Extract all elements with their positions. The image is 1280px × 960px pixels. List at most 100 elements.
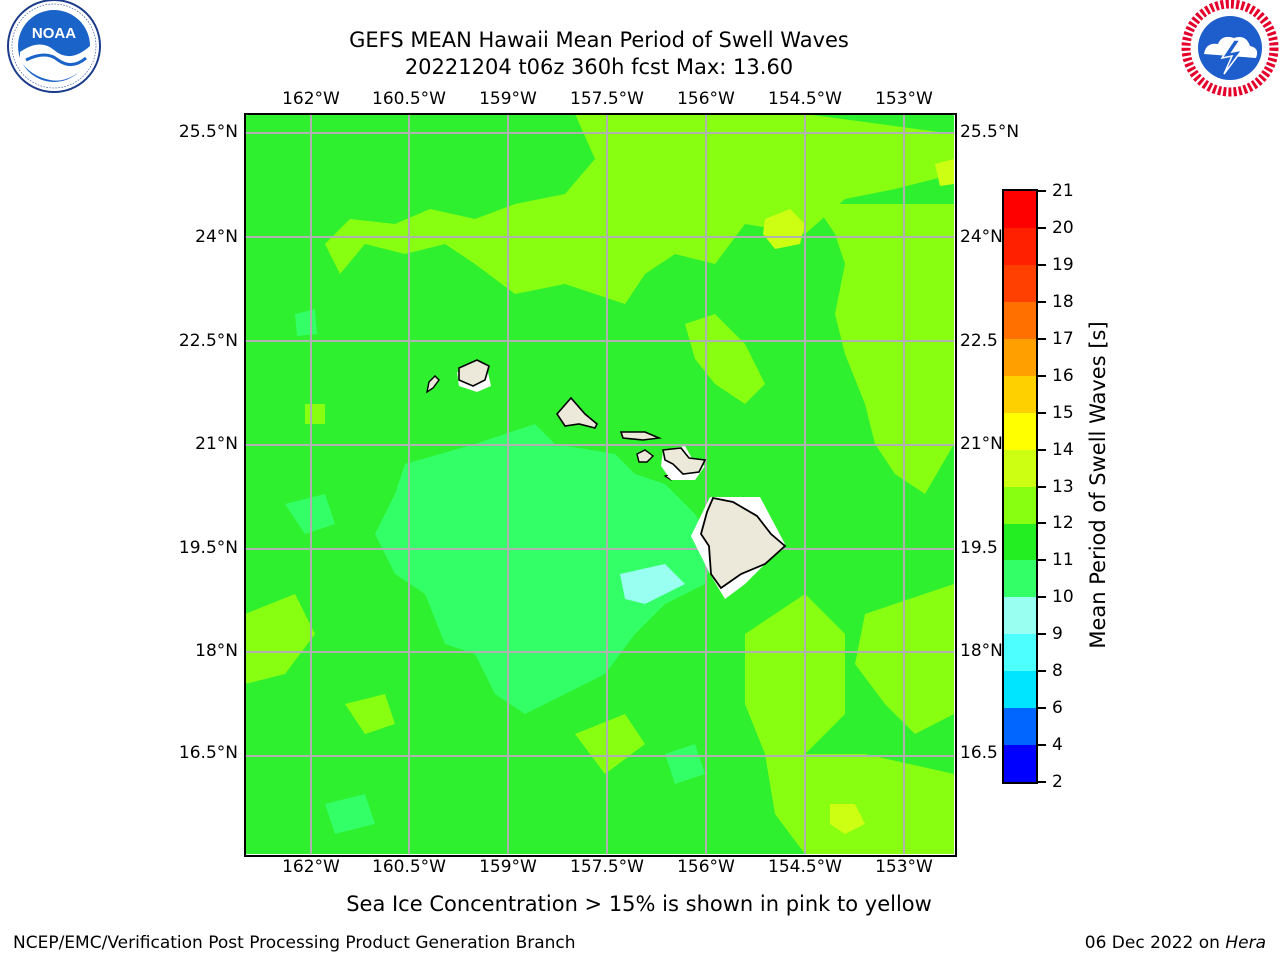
colorbar-tick [1036,633,1046,636]
map-area[interactable] [245,114,954,854]
colorbar-tick [1036,744,1046,747]
lon-label-top: 157.5°W [570,89,644,109]
lat-label-right: 16.5 [960,743,998,763]
colorbar-tick-label: 4 [1052,735,1063,756]
colorbar-segment [1004,597,1036,635]
colorbar-segment [1004,227,1036,265]
lon-label-top: 162°W [282,89,340,109]
lon-label-bottom: 156°W [677,857,735,877]
island-maui [662,447,707,475]
field-13-14s [763,159,954,834]
lat-label-left: 19.5°N [178,538,238,558]
colorbar-tick-label: 9 [1052,624,1063,645]
colorbar-segment [1004,708,1036,746]
sea-ice-note: Sea Ice Concentration > 15% is shown in … [346,892,932,916]
colorbar-tick-label: 19 [1052,254,1074,275]
island-niihau [425,375,440,394]
colorbar-tick [1036,226,1046,229]
lat-label-right: 25.5°N [960,122,1020,142]
lon-label-top: 160.5°W [372,89,446,109]
hawaiian-islands [425,359,787,599]
colorbar [1002,189,1038,784]
colorbar-tick [1036,485,1046,488]
colorbar-tick [1036,337,1046,340]
colorbar-segment [1004,375,1036,413]
lon-label-bottom: 154.5°W [768,857,842,877]
colorbar-segment [1004,412,1036,450]
colorbar-tick-label: 10 [1052,587,1074,608]
colorbar-tick-label: 6 [1052,698,1063,719]
colorbar-segment [1004,634,1036,672]
lat-label-right: 21°N [960,434,1003,454]
lat-label-left: 22.5°N [178,331,238,351]
colorbar-segment [1004,264,1036,302]
lat-label-right: 24°N [960,227,1003,247]
colorbar-tick [1036,263,1046,266]
lat-label-left: 21°N [195,434,238,454]
colorbar-tick [1036,559,1046,562]
noaa-logo: NOAA [7,0,101,93]
colorbar-tick-label: 13 [1052,476,1074,497]
lon-label-bottom: 162°W [282,857,340,877]
colorbar-tick-label: 2 [1052,772,1063,792]
island-oahu [555,396,598,429]
colorbar-tick [1036,190,1046,192]
colorbar-segment [1004,745,1036,783]
lat-label-left: 16.5°N [178,743,238,763]
footer-host: Hera [1225,933,1266,953]
footer-date: 06 Dec 2022 on Hera [1084,933,1266,953]
colorbar-segment [1004,449,1036,487]
lon-label-bottom: 153°W [875,857,933,877]
colorbar-tick [1036,670,1046,673]
colorbar-tick [1036,411,1046,414]
svg-text:NOAA: NOAA [32,25,76,42]
colorbar-tick-label: 11 [1052,550,1074,571]
colorbar-tick-label: 21 [1052,181,1074,201]
colorbar-tick [1036,781,1046,783]
field-10-11s [285,309,715,834]
lat-lon-grid [245,114,954,854]
lon-label-top: 154.5°W [768,89,842,109]
map-subtitle: 20221204 t06z 360h fcst Max: 13.60 [404,55,794,79]
colorbar-tick-label: 15 [1052,402,1074,423]
lon-label-top: 156°W [677,89,735,109]
island-hawaii [700,496,787,590]
colorbar-tick-label: 8 [1052,661,1063,682]
swell-period-field [245,114,954,854]
colorbar-tick-label: 20 [1052,217,1074,238]
colorbar-tick [1036,448,1046,451]
lon-label-bottom: 159°W [479,857,537,877]
lon-label-bottom: 157.5°W [570,857,644,877]
colorbar-tick [1036,522,1046,525]
colorbar-tick-label: 16 [1052,365,1074,386]
colorbar-segment [1004,560,1036,598]
island-kauai [458,359,490,387]
lat-label-right: 18°N [960,641,1003,661]
colorbar-tick-label: 18 [1052,291,1074,312]
island-molokai [619,431,663,441]
lat-label-left: 18°N [195,641,238,661]
colorbar-segment [1004,301,1036,339]
colorbar-tick [1036,707,1046,710]
field-9-10s [620,564,685,604]
lon-label-top: 159°W [479,89,537,109]
lat-label-right: 19.5 [960,538,998,558]
footer-credit: NCEP/EMC/Verification Post Processing Pr… [13,933,576,953]
colorbar-segment [1004,191,1036,228]
colorbar-tick-label: 12 [1052,513,1074,534]
lat-label-right: 22.5 [960,331,998,351]
colorbar-tick [1036,300,1046,303]
lat-label-left: 24°N [195,227,238,247]
colorbar-tick [1036,596,1046,599]
lon-label-top: 153°W [875,89,933,109]
colorbar-tick-label: 17 [1052,328,1074,349]
lat-label-left: 25.5°N [178,122,238,142]
colorbar-segment [1004,486,1036,524]
nws-logo [1181,0,1279,97]
colorbar-tick [1036,374,1046,377]
lon-label-bottom: 160.5°W [372,857,446,877]
colorbar-segment [1004,671,1036,709]
map-title: GEFS MEAN Hawaii Mean Period of Swell Wa… [349,28,849,52]
colorbar-segment [1004,338,1036,376]
colorbar-tick-label: 14 [1052,439,1074,460]
